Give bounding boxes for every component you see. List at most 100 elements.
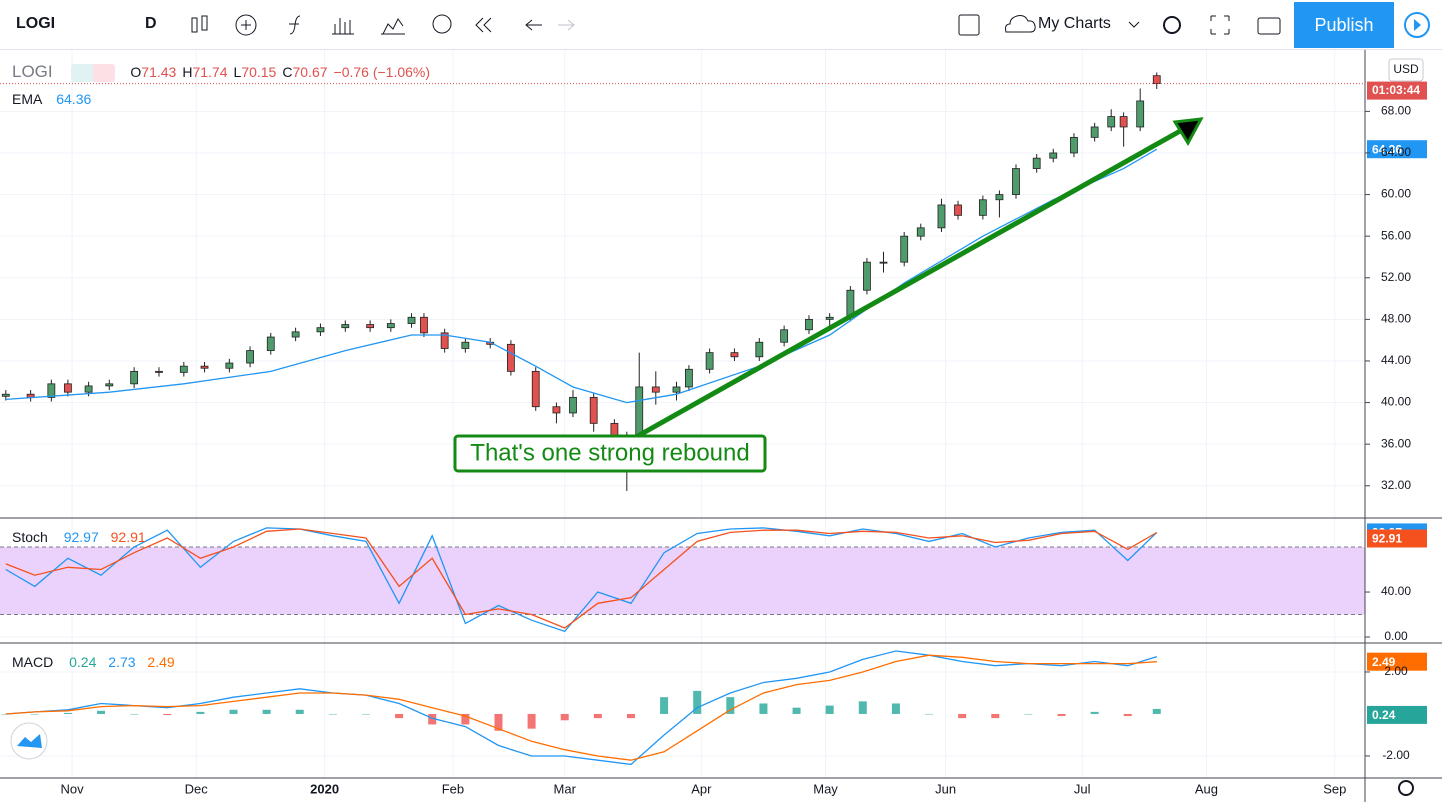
candle-body <box>552 406 561 414</box>
macd-line <box>5 650 1157 766</box>
snapshot-icon[interactable] <box>1257 17 1281 35</box>
main-legend: LOGI O71.43 H71.74 L70.15 C70.67 −0.76 (−1.0… <box>12 62 438 83</box>
layout-icon[interactable] <box>958 14 980 36</box>
candle-body <box>341 324 350 329</box>
fullscreen-icon[interactable] <box>1210 15 1230 35</box>
candle-body <box>569 396 577 414</box>
y-tick-label: 2.00 <box>1384 664 1408 678</box>
macd-hist-bar <box>130 713 139 715</box>
toolbar-right-icons <box>958 14 1281 36</box>
candle-body <box>1070 136 1078 154</box>
logo-mark <box>17 734 42 748</box>
undo-icon[interactable] <box>525 19 542 31</box>
macd-hist-bar <box>494 713 503 731</box>
indicators-icon[interactable] <box>289 15 301 35</box>
add-icon[interactable] <box>235 14 257 36</box>
macd-line: 2.73 <box>108 654 136 670</box>
y-tick-label: 40.00 <box>1381 395 1411 409</box>
macd-hist-bar <box>726 697 735 714</box>
annotation-box <box>453 434 767 473</box>
candle-body <box>47 383 56 398</box>
chevron[interactable] <box>1128 21 1140 28</box>
ohlc-prefix: L <box>233 64 242 80</box>
macd-hist-bar <box>196 711 205 714</box>
marks <box>0 72 1365 766</box>
candle-body <box>1090 126 1099 138</box>
macd-hist-bar <box>1057 713 1066 717</box>
candle-body <box>1107 116 1116 128</box>
macd-hist-bar <box>527 713 536 729</box>
candle-body <box>879 261 888 264</box>
candle-body <box>1012 168 1020 195</box>
y-tick-label: 60.00 <box>1381 187 1411 201</box>
y-tick-label: 36.00 <box>1381 436 1411 450</box>
macd-hist-bar <box>295 709 304 714</box>
x-tick-label: May <box>813 781 838 796</box>
candle-body <box>1136 100 1145 128</box>
macd-hist-bar <box>1090 711 1099 714</box>
macd-legend: MACD 0.24 2.73 2.49 <box>12 654 179 670</box>
macd-hist-bar <box>328 713 337 715</box>
countdown: 01:03:44 <box>1372 83 1420 97</box>
candle-body <box>506 343 515 372</box>
ohlc-value: 70.67 <box>292 64 328 80</box>
replay-icon[interactable] <box>475 17 492 33</box>
templates-icon[interactable] <box>381 18 405 35</box>
macd-hist-bar <box>395 713 404 719</box>
stoch-line <box>5 527 1158 633</box>
candle-body <box>1049 152 1058 159</box>
candles-icon[interactable] <box>191 17 198 33</box>
macd-hist-bar <box>1123 713 1132 717</box>
macd-line <box>5 654 1157 761</box>
change: −0.76 (−1.06%) <box>333 64 431 80</box>
candle-body <box>84 385 93 393</box>
alert-icon[interactable] <box>432 14 452 34</box>
ema-value: 64.36 <box>56 91 92 107</box>
play-triangle <box>1414 19 1421 31</box>
interval[interactable]: D <box>145 15 157 32</box>
publish-button[interactable]: Publish <box>1294 2 1394 48</box>
play-icon[interactable] <box>1402 10 1434 42</box>
y-tick-label: 52.00 <box>1381 270 1411 284</box>
x-tick-label: Jul <box>1074 781 1091 796</box>
ohlc: O71.43 H71.74 L70.15 C70.67 −0.76 (−1.06%) <box>130 64 434 80</box>
macd-hist-bar <box>97 710 106 714</box>
candle-body <box>780 329 789 343</box>
settings-icon[interactable] <box>1398 780 1414 796</box>
candle-body <box>407 316 416 324</box>
macd-tag-bg <box>1367 652 1427 671</box>
currency-box <box>1388 58 1424 82</box>
settings-icon[interactable] <box>1163 16 1181 34</box>
macd-hist-bar <box>891 703 900 714</box>
candle-body <box>610 422 619 437</box>
macd-hist: 0.24 <box>69 654 97 670</box>
macd-hist-bar <box>30 713 39 715</box>
candle-body <box>825 316 834 320</box>
stoch-tag-bg <box>1367 529 1427 548</box>
compare-icon[interactable] <box>332 18 354 35</box>
macd-hist-bar <box>693 690 702 714</box>
candle-body <box>291 331 300 338</box>
macd-hist-bar <box>1 713 10 715</box>
candle-body <box>1119 116 1128 128</box>
x-tick-label: Apr <box>691 781 712 796</box>
macd-tag: 2.49 <box>1372 655 1396 669</box>
macd-hist-bar <box>958 713 967 719</box>
symbol[interactable]: LOGI <box>16 15 56 32</box>
ema-tag: 64.36 <box>1372 142 1402 156</box>
candle-body <box>954 204 962 216</box>
candle-body <box>316 327 325 333</box>
candle-body <box>420 316 428 334</box>
macd-hist-bar <box>428 713 437 725</box>
candle-body <box>130 370 139 385</box>
stoch-legend: Stoch 92.97 92.91 <box>12 529 150 545</box>
status-pill[interactable] <box>70 64 115 83</box>
macd-hist-bar <box>63 712 72 714</box>
layouts[interactable]: My Charts <box>1038 15 1111 32</box>
macd-hist-bar <box>1024 713 1033 715</box>
candle-body <box>1 393 10 397</box>
x-tick-label: Sep <box>1323 781 1346 796</box>
y-tick-label: 32.00 <box>1381 478 1411 492</box>
macd-title: MACD <box>12 654 54 670</box>
